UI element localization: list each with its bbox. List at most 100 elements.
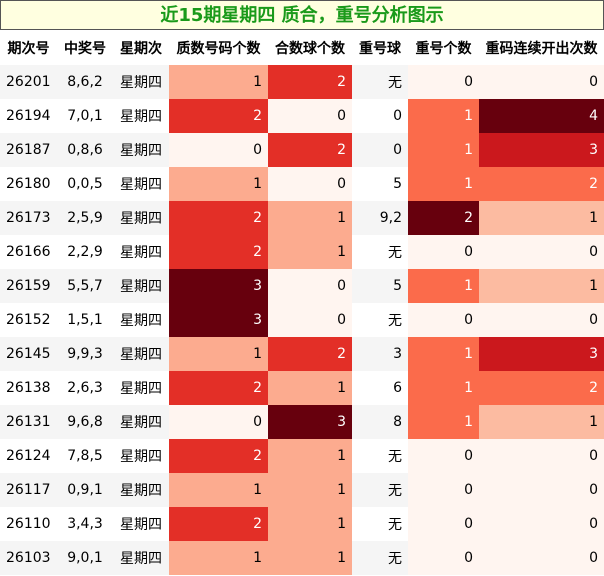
cell-prime: 2	[169, 507, 268, 541]
table-row: 26110 3,4,3 星期四 2 1 无 0 0	[0, 507, 604, 541]
cell-number: 2,2,9	[57, 235, 113, 269]
cell-weekday: 星期四	[113, 235, 169, 269]
cell-repeat-count: 2	[408, 201, 479, 235]
cell-weekday: 星期四	[113, 167, 169, 201]
cell-repeat-count: 0	[408, 473, 479, 507]
cell-repeat: 3	[352, 337, 408, 371]
cell-weekday: 星期四	[113, 541, 169, 575]
cell-composite: 0	[268, 303, 352, 337]
cell-composite: 2	[268, 337, 352, 371]
cell-weekday: 星期四	[113, 439, 169, 473]
cell-consecutive: 0	[479, 473, 604, 507]
cell-repeat: 0	[352, 99, 408, 133]
cell-prime: 0	[169, 405, 268, 439]
cell-weekday: 星期四	[113, 99, 169, 133]
cell-prime: 1	[169, 337, 268, 371]
column-header-6: 重号个数	[408, 31, 479, 65]
cell-period: 26131	[0, 405, 57, 439]
cell-repeat: 9,2	[352, 201, 408, 235]
cell-period: 26138	[0, 371, 57, 405]
cell-repeat: 无	[352, 439, 408, 473]
cell-consecutive: 0	[479, 235, 604, 269]
cell-composite: 3	[268, 405, 352, 439]
cell-number: 3,4,3	[57, 507, 113, 541]
cell-repeat-count: 1	[408, 269, 479, 303]
cell-prime: 2	[169, 439, 268, 473]
cell-consecutive: 0	[479, 439, 604, 473]
cell-composite: 1	[268, 235, 352, 269]
cell-number: 0,9,1	[57, 473, 113, 507]
cell-period: 26180	[0, 167, 57, 201]
cell-repeat: 无	[352, 507, 408, 541]
cell-repeat-count: 1	[408, 167, 479, 201]
table-row: 26117 0,9,1 星期四 1 1 无 0 0	[0, 473, 604, 507]
cell-period: 26187	[0, 133, 57, 167]
cell-number: 0,0,5	[57, 167, 113, 201]
cell-repeat-count: 1	[408, 405, 479, 439]
cell-weekday: 星期四	[113, 201, 169, 235]
cell-weekday: 星期四	[113, 269, 169, 303]
cell-composite: 1	[268, 201, 352, 235]
cell-period: 26145	[0, 337, 57, 371]
heatmap-table: 期次号 中奖号 星期次 质数号码个数 合数球个数 重号球 重号个数 重码连续开出次数 2620…	[0, 31, 604, 575]
cell-period: 26201	[0, 65, 57, 99]
cell-prime: 1	[169, 541, 268, 575]
cell-repeat: 5	[352, 167, 408, 201]
table-row: 26194 7,0,1 星期四 2 0 0 1 4	[0, 99, 604, 133]
cell-composite: 2	[268, 65, 352, 99]
table-row: 26180 0,0,5 星期四 1 0 5 1 2	[0, 167, 604, 201]
cell-consecutive: 2	[479, 371, 604, 405]
cell-period: 26124	[0, 439, 57, 473]
cell-consecutive: 0	[479, 303, 604, 337]
cell-repeat-count: 0	[408, 65, 479, 99]
cell-repeat-count: 1	[408, 133, 479, 167]
cell-period: 26194	[0, 99, 57, 133]
cell-period: 26103	[0, 541, 57, 575]
cell-composite: 0	[268, 99, 352, 133]
column-header-0: 期次号	[0, 31, 57, 65]
cell-composite: 0	[268, 269, 352, 303]
cell-composite: 1	[268, 371, 352, 405]
cell-consecutive: 1	[479, 201, 604, 235]
table-row: 26173 2,5,9 星期四 2 1 9,2 2 1	[0, 201, 604, 235]
cell-repeat-count: 0	[408, 541, 479, 575]
cell-composite: 1	[268, 473, 352, 507]
cell-prime: 0	[169, 133, 268, 167]
cell-weekday: 星期四	[113, 405, 169, 439]
cell-repeat: 6	[352, 371, 408, 405]
cell-repeat-count: 0	[408, 235, 479, 269]
table-row: 26187 0,8,6 星期四 0 2 0 1 3	[0, 133, 604, 167]
cell-repeat: 5	[352, 269, 408, 303]
cell-number: 9,9,3	[57, 337, 113, 371]
cell-number: 2,6,3	[57, 371, 113, 405]
column-header-1: 中奖号	[57, 31, 113, 65]
table-row: 26138 2,6,3 星期四 2 1 6 1 2	[0, 371, 604, 405]
table-body: 26201 8,6,2 星期四 1 2 无 0 0 26194 7,0,1 星期四 2 0 0 1 4 2618…	[0, 65, 604, 575]
cell-composite: 1	[268, 507, 352, 541]
cell-prime: 3	[169, 269, 268, 303]
cell-period: 26166	[0, 235, 57, 269]
cell-number: 8,6,2	[57, 65, 113, 99]
cell-prime: 1	[169, 473, 268, 507]
cell-number: 0,8,6	[57, 133, 113, 167]
cell-consecutive: 0	[479, 541, 604, 575]
cell-weekday: 星期四	[113, 473, 169, 507]
cell-repeat: 0	[352, 133, 408, 167]
cell-prime: 1	[169, 167, 268, 201]
cell-prime: 2	[169, 371, 268, 405]
cell-composite: 2	[268, 133, 352, 167]
cell-repeat-count: 0	[408, 439, 479, 473]
table-row: 26131 9,6,8 星期四 0 3 8 1 1	[0, 405, 604, 439]
table-row: 26124 7,8,5 星期四 2 1 无 0 0	[0, 439, 604, 473]
header-row: 期次号 中奖号 星期次 质数号码个数 合数球个数 重号球 重号个数 重码连续开出次数	[0, 31, 604, 65]
cell-number: 5,5,7	[57, 269, 113, 303]
cell-composite: 0	[268, 167, 352, 201]
table-row: 26103 9,0,1 星期四 1 1 无 0 0	[0, 541, 604, 575]
cell-period: 26152	[0, 303, 57, 337]
cell-composite: 1	[268, 439, 352, 473]
cell-repeat-count: 1	[408, 337, 479, 371]
column-header-7: 重码连续开出次数	[479, 31, 604, 65]
cell-composite: 1	[268, 541, 352, 575]
cell-repeat-count: 0	[408, 303, 479, 337]
